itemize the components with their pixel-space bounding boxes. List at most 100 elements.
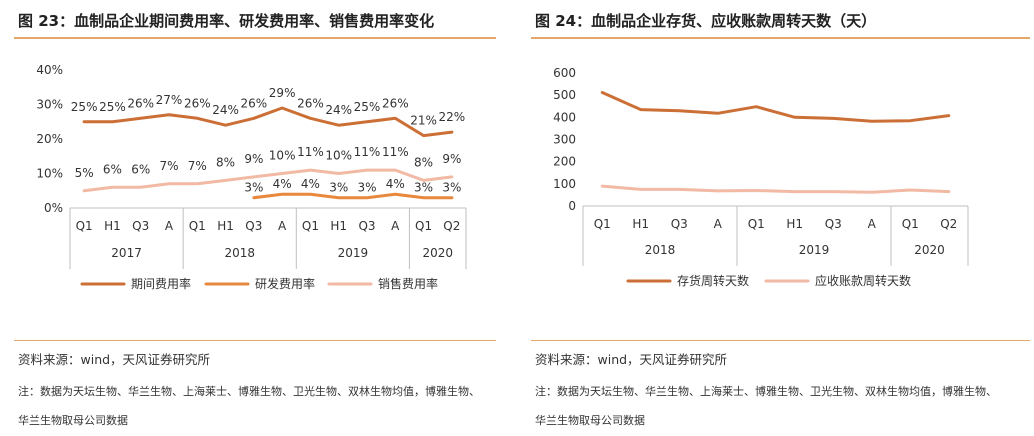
title-divider <box>531 37 1030 39</box>
x-tick-label: Q1 <box>748 217 765 231</box>
source-divider <box>14 340 496 341</box>
year-label: 2017 <box>111 246 142 260</box>
chart-title: 图 24：血制品企业存货、应收账款周转天数（天） <box>535 12 877 30</box>
x-tick-label: Q3 <box>671 217 688 231</box>
series-line-1 <box>82 106 454 138</box>
series-line-2 <box>252 192 454 200</box>
data-label: 11% <box>354 145 381 159</box>
x-tick-label: Q1 <box>189 219 206 233</box>
data-label: 26% <box>184 96 211 110</box>
year-label: 2020 <box>422 246 453 260</box>
source-text: 资料来源：wind，天风证券研究所 <box>18 352 211 367</box>
x-tick-label: A <box>391 219 400 233</box>
data-label: 8% <box>414 155 433 169</box>
data-label: 3% <box>414 181 433 195</box>
source-text: 资料来源：wind，天风证券研究所 <box>535 352 728 367</box>
data-label: 10% <box>325 149 352 163</box>
legend-label: 存货周转天数 <box>677 273 749 288</box>
legend-label: 研发费用率 <box>255 276 315 291</box>
data-label: 26% <box>382 96 409 110</box>
left-chart-panel: 图 23：血制品企业期间费用率、研发费用率、销售费用率变化 0% 10% 20% 30… <box>0 0 500 436</box>
data-label: 7% <box>188 159 207 173</box>
data-label: 5% <box>75 166 94 180</box>
x-tick-label: A <box>714 217 723 231</box>
data-label: 21% <box>410 114 437 128</box>
data-label: 25% <box>354 100 381 114</box>
year-label: 2019 <box>338 246 369 260</box>
x-tick-label: H1 <box>330 219 347 233</box>
right-chart-panel: 图 24：血制品企业存货、应收账款周转天数（天） 0 100 200 300 400 50… <box>517 0 1034 436</box>
note-line-2: 华兰生物取母公司数据 <box>535 414 645 427</box>
data-label: 11% <box>297 145 324 159</box>
y-tick-label: 20% <box>36 132 63 146</box>
data-label: 27% <box>156 93 183 107</box>
y-tick-label: 30% <box>36 98 63 112</box>
note-line-1: 注：数据为天坛生物、华兰生物、上海莱士、博雅生物、卫光生物、双林生物均值，博雅生… <box>535 385 997 398</box>
x-tick-label: Q2 <box>443 219 460 233</box>
y-tick-label: 300 <box>553 133 576 147</box>
year-label: 2018 <box>224 246 255 260</box>
data-label: 6% <box>131 162 150 176</box>
data-label: 26% <box>127 96 154 110</box>
y-tick-label: 0 <box>568 199 576 213</box>
y-tick-label: 400 <box>553 110 576 124</box>
source-divider <box>531 340 1030 341</box>
series-line-1 <box>600 91 951 123</box>
legend-label: 期间费用率 <box>131 276 191 291</box>
x-tick-label: H1 <box>632 217 649 231</box>
data-label: 22% <box>439 110 466 124</box>
data-label: 4% <box>273 177 292 191</box>
legend-label: 应收账款周转天数 <box>815 273 911 288</box>
series-line-2 <box>600 184 951 194</box>
x-tick-label: Q1 <box>76 219 93 233</box>
data-label: 26% <box>297 96 324 110</box>
x-tick-label: Q2 <box>940 217 957 231</box>
y-tick-label: 0% <box>44 201 63 215</box>
data-label: 3% <box>442 181 461 195</box>
data-label: 4% <box>301 177 320 191</box>
data-label: 8% <box>216 155 235 169</box>
year-label: 2018 <box>645 243 676 257</box>
y-tick-label: 10% <box>36 167 63 181</box>
data-label: 3% <box>329 181 348 195</box>
x-tick-label: Q1 <box>302 219 319 233</box>
legend-label: 销售费用率 <box>378 276 438 291</box>
turnover-days-chart: 0 100 200 300 400 500 600 2018 2019 2020 Q1 H1 Q3 A Q1… <box>553 66 969 288</box>
note-line-1: 注：数据为天坛生物、华兰生物、上海莱士、博雅生物、卫光生物、双林生物均值，博雅生… <box>18 385 480 398</box>
chart-title: 图 23：血制品企业期间费用率、研发费用率、销售费用率变化 <box>18 12 435 30</box>
series-line-3 <box>82 168 454 193</box>
data-label: 11% <box>382 145 409 159</box>
y-tick-label: 600 <box>553 66 576 80</box>
x-tick-label: Q3 <box>358 219 375 233</box>
note-line-2: 华兰生物取母公司数据 <box>18 414 128 427</box>
x-tick-label: H1 <box>104 219 121 233</box>
data-label: 6% <box>103 162 122 176</box>
data-label: 4% <box>386 177 405 191</box>
data-label: 26% <box>241 96 268 110</box>
data-label: 25% <box>99 100 126 114</box>
x-tick-label: Q1 <box>594 217 611 231</box>
x-tick-label: Q3 <box>132 219 149 233</box>
x-tick-label: Q1 <box>415 219 432 233</box>
data-label: 29% <box>269 86 296 100</box>
x-tick-label: A <box>868 217 877 231</box>
data-label: 7% <box>159 159 178 173</box>
expense-ratio-chart: 0% 10% 20% 30% 40% 2017 2018 2019 2020 Q1 H1 Q3 A Q1 H… <box>36 63 467 291</box>
data-label: 10% <box>269 149 296 163</box>
data-label: 3% <box>357 181 376 195</box>
x-tick-label: Q1 <box>902 217 919 231</box>
y-tick-label: 500 <box>553 88 576 102</box>
y-tick-label: 40% <box>36 63 63 77</box>
x-tick-label: Q3 <box>245 219 262 233</box>
data-label: 9% <box>442 152 461 166</box>
x-tick-label: H1 <box>786 217 803 231</box>
data-label: 3% <box>244 181 263 195</box>
y-tick-label: 100 <box>553 177 576 191</box>
data-label: 25% <box>71 100 98 114</box>
x-tick-label: A <box>278 219 287 233</box>
data-label: 24% <box>212 103 239 117</box>
x-tick-label: H1 <box>217 219 234 233</box>
data-label: 24% <box>325 103 352 117</box>
year-label: 2020 <box>914 243 945 257</box>
x-tick-label: Q3 <box>825 217 842 231</box>
